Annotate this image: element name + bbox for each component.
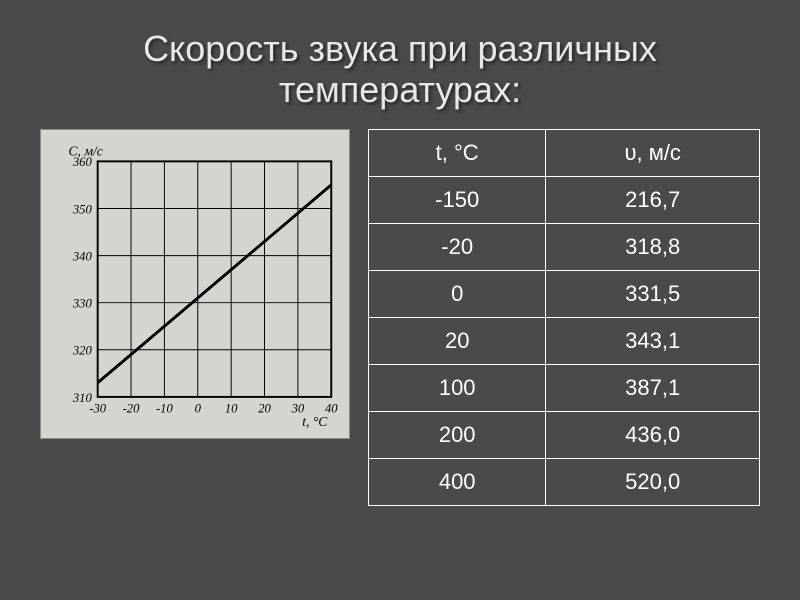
table-row: 20343,1 [369,317,760,364]
data-table-container: t, °С υ, м/с -150216,7-20318,80331,52034… [350,129,760,506]
svg-text:t, °C: t, °C [302,414,328,429]
cell-temperature: 400 [369,458,546,505]
cell-velocity: 216,7 [546,176,760,223]
table-row: -20318,8 [369,223,760,270]
svg-text:350: 350 [72,202,93,216]
svg-text:340: 340 [72,249,93,263]
svg-text:330: 330 [72,296,93,310]
content-row: 310320330340350360-30-20-10010203040C, м… [0,129,800,506]
table-body: -150216,7-20318,80331,520343,1100387,120… [369,176,760,505]
svg-text:320: 320 [72,343,93,357]
chart-container: 310320330340350360-30-20-10010203040C, м… [40,129,350,439]
table-row: 400520,0 [369,458,760,505]
svg-text:-30: -30 [89,401,107,415]
col-header-velocity: υ, м/с [546,129,760,176]
page-title: Скорость звука при различных температура… [0,0,800,129]
cell-temperature: -150 [369,176,546,223]
title-line-2: температурах: [20,69,780,110]
col-header-temperature: t, °С [369,129,546,176]
cell-velocity: 387,1 [546,364,760,411]
table-row: 0331,5 [369,270,760,317]
svg-text:C, м/c: C, м/c [68,143,102,158]
cell-velocity: 436,0 [546,411,760,458]
cell-temperature: 0 [369,270,546,317]
svg-text:20: 20 [258,401,271,415]
svg-text:0: 0 [195,401,202,415]
cell-velocity: 343,1 [546,317,760,364]
svg-text:-10: -10 [156,401,174,415]
table-header-row: t, °С υ, м/с [369,129,760,176]
svg-text:10: 10 [225,401,238,415]
cell-velocity: 331,5 [546,270,760,317]
svg-text:-20: -20 [123,401,141,415]
cell-velocity: 520,0 [546,458,760,505]
sound-speed-table: t, °С υ, м/с -150216,7-20318,80331,52034… [368,129,760,506]
cell-velocity: 318,8 [546,223,760,270]
table-row: 200436,0 [369,411,760,458]
speed-vs-temperature-chart: 310320330340350360-30-20-10010203040C, м… [49,138,341,430]
cell-temperature: -20 [369,223,546,270]
table-row: -150216,7 [369,176,760,223]
table-row: 100387,1 [369,364,760,411]
cell-temperature: 200 [369,411,546,458]
cell-temperature: 20 [369,317,546,364]
cell-temperature: 100 [369,364,546,411]
title-line-1: Скорость звука при различных [20,28,780,69]
